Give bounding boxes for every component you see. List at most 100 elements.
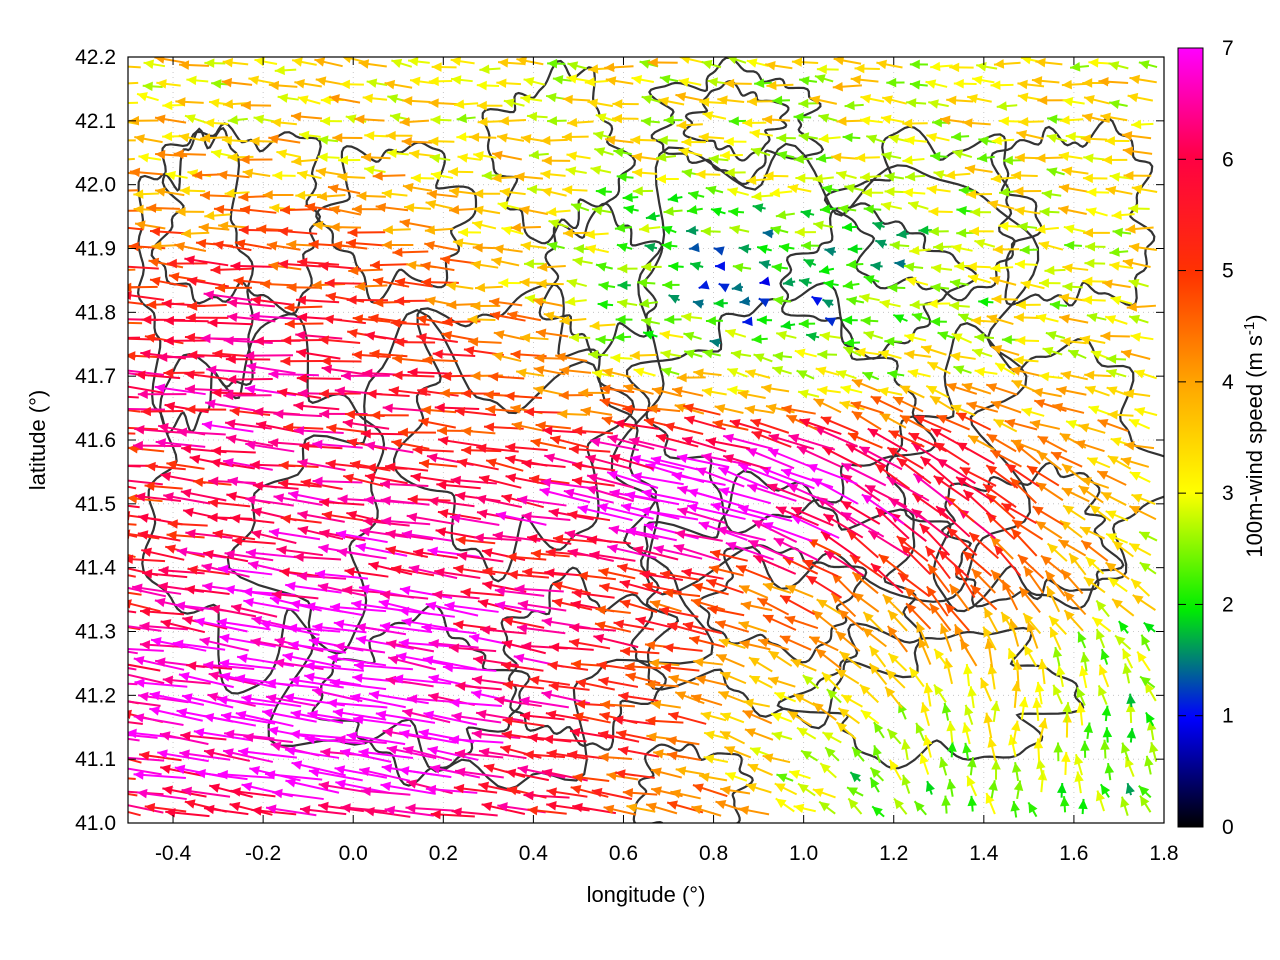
wind-arrow xyxy=(837,707,860,725)
wind-arrow xyxy=(491,256,520,267)
wind-arrow xyxy=(485,404,521,415)
wind-arrow xyxy=(927,298,951,309)
wind-arrow xyxy=(294,78,322,89)
wind-vectors xyxy=(128,57,1159,820)
wind-arrow xyxy=(129,167,163,178)
wind-arrow xyxy=(730,349,752,360)
wind-arrow xyxy=(985,492,1016,520)
wind-arrow xyxy=(589,320,616,331)
wind-arrow xyxy=(427,746,479,761)
wind-arrow xyxy=(295,348,341,360)
wind-arrow xyxy=(840,500,881,525)
wind-arrow xyxy=(162,100,186,111)
wind-arrow xyxy=(181,228,210,239)
wind-arrow xyxy=(768,433,815,450)
wind-arrow xyxy=(540,477,591,490)
wind-arrow xyxy=(887,282,906,293)
wind-arrow xyxy=(650,767,682,779)
wind-arrow xyxy=(355,622,407,636)
wind-arrow xyxy=(639,570,684,582)
wind-arrow xyxy=(312,439,363,450)
wind-arrow xyxy=(607,434,655,450)
wind-arrow xyxy=(1035,481,1064,502)
wind-arrow xyxy=(1121,742,1131,762)
wind-arrow xyxy=(941,702,952,721)
wind-arrow xyxy=(422,655,477,670)
wind-arrow xyxy=(162,785,207,798)
wind-arrow xyxy=(421,623,477,635)
wind-arrow xyxy=(146,203,180,213)
wind-arrow xyxy=(521,458,566,469)
wind-arrow xyxy=(473,533,522,543)
wind-arrow xyxy=(235,710,294,728)
wind-arrow xyxy=(904,135,928,146)
wind-arrow xyxy=(502,680,545,690)
wind-arrow xyxy=(229,801,273,816)
wind-arrow xyxy=(709,549,748,562)
wind-arrow xyxy=(1105,532,1129,544)
wind-arrow xyxy=(1059,519,1083,539)
wind-arrow xyxy=(1108,99,1128,110)
wind-arrow xyxy=(274,65,297,76)
wind-arrow xyxy=(379,479,429,489)
wind-arrow xyxy=(1128,278,1149,289)
wind-arrow xyxy=(1110,295,1133,306)
wind-arrow xyxy=(493,244,523,254)
wind-arrow xyxy=(296,373,342,384)
wind-arrow xyxy=(894,259,906,269)
wind-arrow xyxy=(793,693,819,708)
wind-arrow xyxy=(221,135,248,146)
wind-arrow xyxy=(778,242,795,253)
contour-line xyxy=(392,282,635,583)
wind-arrow xyxy=(742,118,767,128)
wind-arrow xyxy=(346,731,406,746)
wind-arrow xyxy=(1111,210,1135,220)
wind-arrow xyxy=(504,391,542,402)
wind-arrow xyxy=(724,745,752,759)
wind-arrow xyxy=(559,365,592,376)
wind-arrow xyxy=(715,653,745,668)
wind-arrow xyxy=(472,655,520,667)
wind-arrow xyxy=(811,295,823,306)
wind-arrow xyxy=(1129,471,1151,483)
wind-arrow xyxy=(1131,119,1154,130)
wind-arrow xyxy=(128,226,144,231)
wind-arrow xyxy=(225,434,274,448)
wind-arrow xyxy=(222,457,273,471)
wind-arrow xyxy=(280,356,322,366)
wind-arrow xyxy=(826,688,842,704)
wind-arrow xyxy=(815,366,840,376)
wind-arrow xyxy=(332,133,363,143)
wind-arrow xyxy=(823,549,865,577)
wind-arrow xyxy=(1057,782,1067,798)
y-tick-label: 41.3 xyxy=(75,621,116,644)
wind-arrow xyxy=(494,695,542,708)
wind-arrow xyxy=(290,111,323,122)
wind-arrow xyxy=(128,554,166,565)
wind-arrow xyxy=(842,315,858,325)
wind-arrow xyxy=(1134,407,1158,417)
wind-arrow xyxy=(681,137,706,147)
wind-arrow xyxy=(905,276,929,287)
wind-arrow xyxy=(578,388,610,398)
wind-arrow xyxy=(1000,611,1017,636)
wind-arrow xyxy=(397,427,436,438)
wind-arrow xyxy=(691,805,722,817)
wind-arrow xyxy=(1118,620,1129,634)
wind-arrow xyxy=(742,316,753,327)
wind-arrow xyxy=(1097,685,1108,705)
wind-arrow xyxy=(211,388,256,398)
wind-arrow xyxy=(204,210,231,221)
wind-arrow xyxy=(768,650,793,667)
wind-arrow xyxy=(993,418,1018,433)
wind-arrow xyxy=(991,759,1001,780)
wind-arrow xyxy=(546,787,588,798)
wind-arrow xyxy=(128,369,165,376)
wind-arrow xyxy=(245,440,295,453)
wind-arrow xyxy=(709,338,722,348)
wind-arrow xyxy=(996,101,1018,111)
wind-arrow xyxy=(956,206,973,216)
wind-arrow xyxy=(158,565,205,576)
wind-arrow xyxy=(385,639,435,653)
wind-arrow xyxy=(765,60,793,71)
